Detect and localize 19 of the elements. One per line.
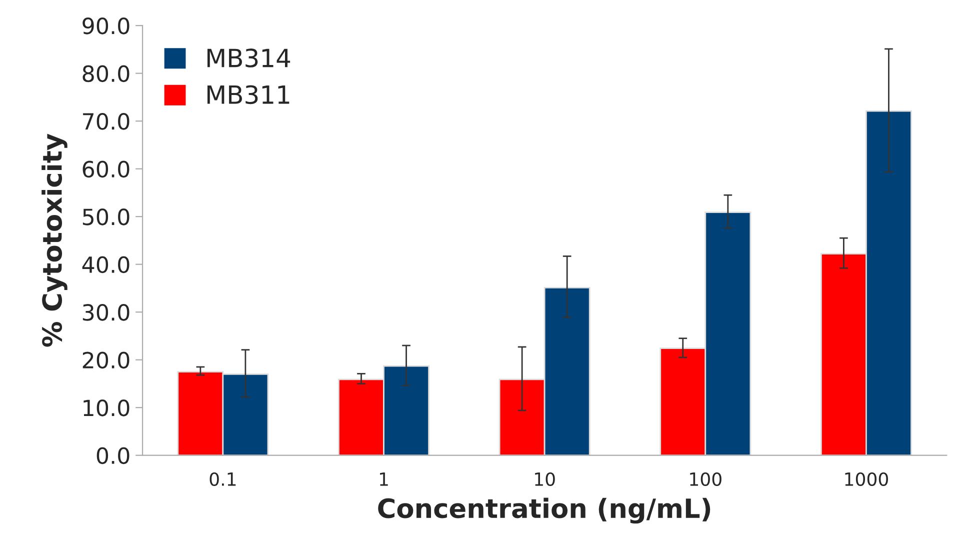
y-axis-title: % Cytotoxicity xyxy=(42,134,68,347)
x-tick-label: 1 xyxy=(380,472,388,486)
y-tick-label: 20.0 xyxy=(82,352,130,369)
y-tick-label: 70.0 xyxy=(83,113,130,130)
y-tick-label: 0.0 xyxy=(96,447,130,464)
x-tick-label: 1000 xyxy=(845,472,888,486)
y-tick-label: 40.0 xyxy=(82,256,130,274)
x-axis-title: Concentration (ng/mL) xyxy=(378,498,710,524)
legend-label: MB314 xyxy=(207,48,290,68)
y-tick-label: 10.0 xyxy=(84,400,130,416)
x-tick-label: 0.1 xyxy=(210,472,236,486)
y-tick-label: 80.0 xyxy=(82,65,130,82)
y-tick-label: 30.0 xyxy=(82,304,130,321)
y-tick-label: 50.0 xyxy=(82,208,130,226)
legend-label: MB311 xyxy=(207,85,290,104)
x-tick-label: 10 xyxy=(535,472,555,486)
x-tick-label: 100 xyxy=(690,472,722,486)
y-tick-label: 60.0 xyxy=(82,160,130,178)
y-tick-label: 90.0 xyxy=(82,18,130,34)
